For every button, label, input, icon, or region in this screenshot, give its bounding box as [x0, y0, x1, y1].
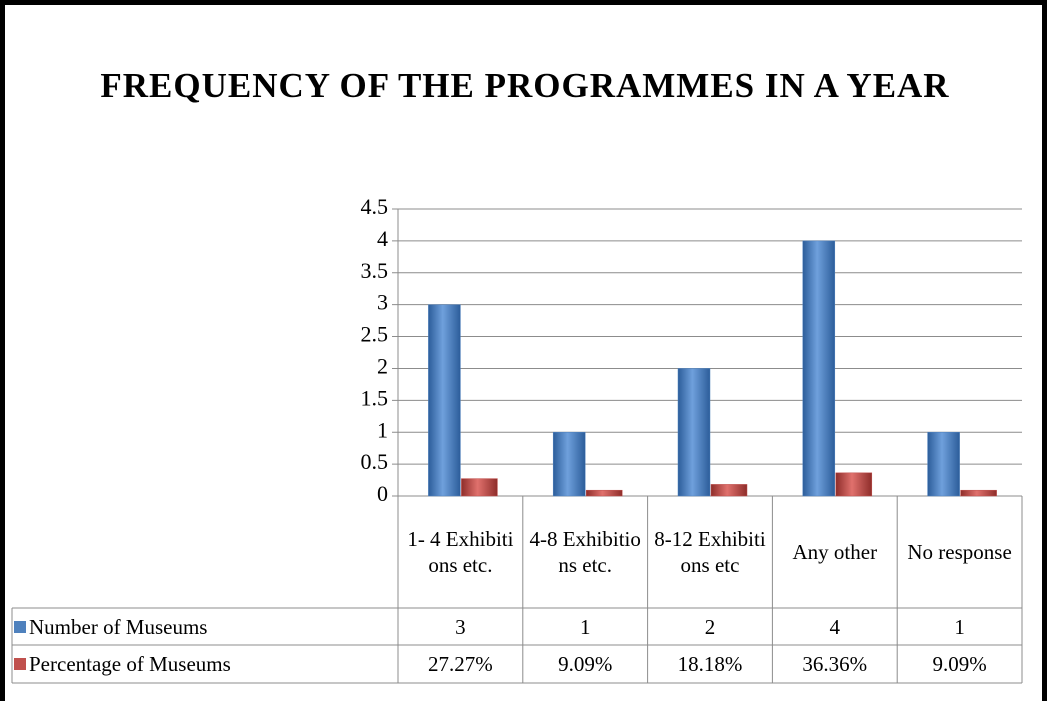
data-label: 18.18%	[677, 652, 743, 676]
x-tick-label: 1- 4 Exhibitions etc.	[407, 527, 514, 577]
x-tick-label: 4-8 Exhibitions etc.	[529, 527, 641, 577]
y-tick-label: 2	[377, 353, 388, 378]
x-tick-label: 8-12 Exhibitions etc	[654, 527, 766, 577]
x-tick-label: No response	[907, 540, 1012, 564]
bar	[835, 472, 873, 497]
legend-row: Number of Museums	[12, 608, 398, 645]
y-tick-label: 0	[377, 481, 388, 506]
data-label: 27.27%	[428, 652, 493, 676]
data-label: 1	[579, 614, 591, 639]
data-label: 9.09%	[558, 652, 613, 676]
data-label: 9.09%	[932, 652, 987, 676]
y-tick-label: 1.5	[361, 385, 389, 410]
x-tick-label: Any other	[792, 540, 878, 564]
bar	[585, 489, 623, 497]
y-tick-label: 4.5	[361, 194, 389, 219]
legend-row: Percentage of Museums	[12, 645, 398, 683]
y-tick-label: 4	[377, 226, 388, 251]
bar	[710, 484, 748, 497]
bar	[960, 489, 997, 497]
bar	[677, 368, 711, 497]
data-label: 3	[455, 614, 466, 639]
bar	[461, 478, 498, 497]
chart-title: FREQUENCY OF THE PROGRAMMES IN A YEAR	[100, 66, 950, 105]
legend-label: Number of Museums	[29, 614, 208, 639]
bar	[552, 431, 586, 497]
bar	[802, 240, 836, 497]
legend-label: Percentage of Museums	[29, 652, 231, 676]
data-label: 2	[704, 614, 716, 639]
legend-key	[14, 620, 26, 633]
data-label: 4	[829, 614, 841, 639]
y-tick-label: 1	[377, 417, 388, 442]
data-label: 1	[954, 614, 965, 639]
y-tick-label: 0.5	[361, 449, 389, 474]
data-label: 36.36%	[802, 652, 868, 676]
bar	[927, 431, 960, 497]
legend-key	[14, 658, 26, 670]
y-tick-label: 2.5	[361, 322, 389, 347]
y-tick-label: 3.5	[361, 258, 389, 283]
bar	[428, 304, 461, 497]
y-tick-label: 3	[377, 290, 388, 315]
